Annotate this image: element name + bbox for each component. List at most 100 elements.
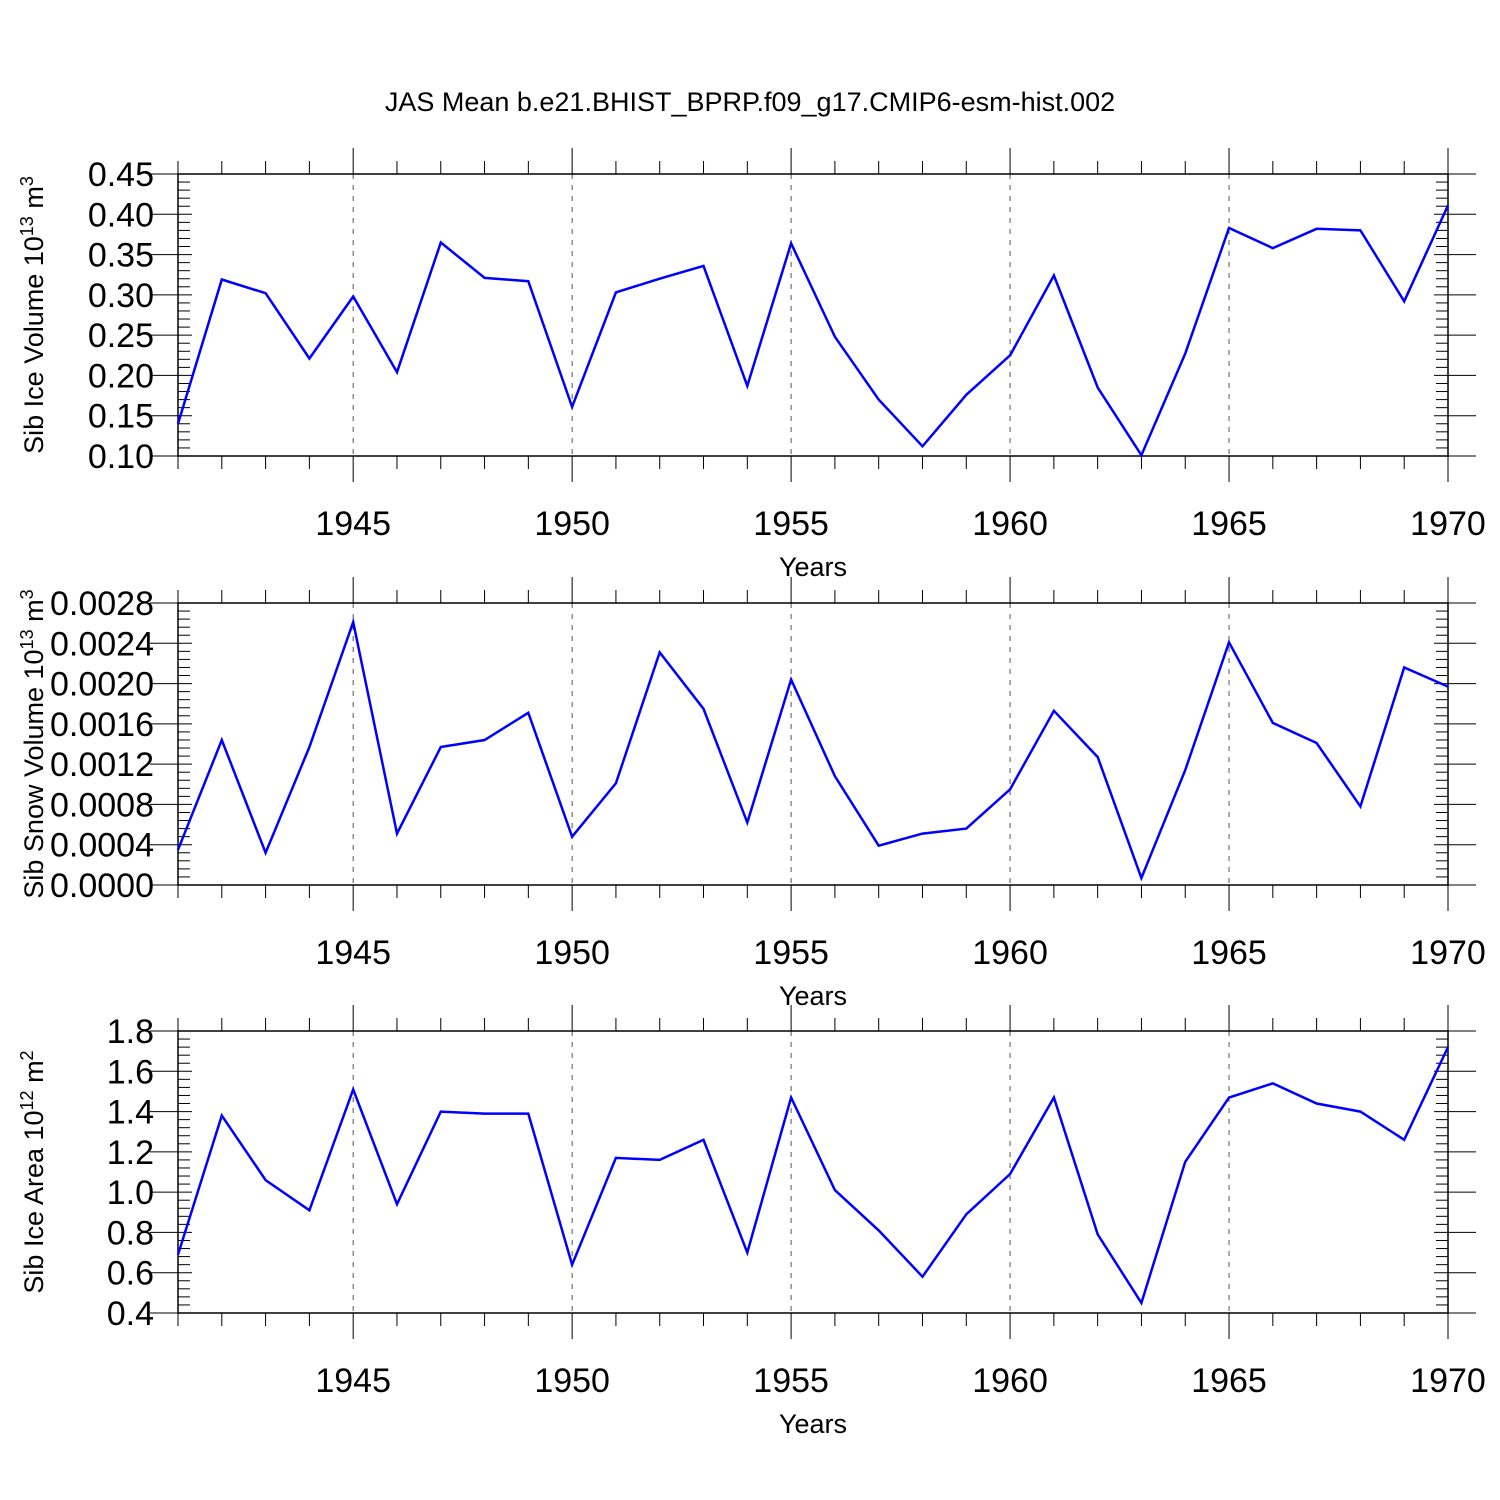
x-tick-label: 1955 xyxy=(753,1362,829,1400)
data-point xyxy=(176,422,180,426)
data-point xyxy=(658,1158,662,1162)
data-point xyxy=(439,745,443,749)
data-point xyxy=(1227,640,1231,644)
data-point xyxy=(877,1228,881,1232)
data-point xyxy=(526,711,530,715)
y-axis-title: Sib Ice Volume 1013 m3 xyxy=(17,176,49,454)
data-point xyxy=(614,781,618,785)
data-point xyxy=(439,1110,443,1114)
y-tick-label: 0.0016 xyxy=(50,706,154,744)
data-point xyxy=(176,1253,180,1257)
data-point xyxy=(220,1114,224,1118)
data-point xyxy=(1315,1102,1319,1106)
data-point xyxy=(1008,1172,1012,1176)
x-tick-label: 1950 xyxy=(534,505,610,543)
data-point xyxy=(307,357,311,361)
data-point xyxy=(745,384,749,388)
data-point xyxy=(920,832,924,836)
data-point xyxy=(614,1156,618,1160)
data-point xyxy=(1315,227,1319,231)
data-point xyxy=(1052,709,1056,713)
x-tick-label: 1945 xyxy=(315,1362,391,1400)
data-point xyxy=(1402,665,1406,669)
data-point xyxy=(964,1212,968,1216)
data-point xyxy=(1052,1095,1056,1099)
data-point xyxy=(920,1275,924,1279)
x-tick-label: 1970 xyxy=(1410,1362,1486,1400)
y-axis-title-part: Sib Ice Volume 10 xyxy=(19,236,49,454)
y-axis-title-part: m xyxy=(19,1060,49,1090)
data-point xyxy=(220,738,224,742)
data-point xyxy=(1271,246,1275,250)
data-series-line xyxy=(176,1046,1450,1306)
y-axis-title-part: Sib Ice Area 10 xyxy=(19,1110,49,1293)
data-point xyxy=(702,1138,706,1142)
y-tick-label: 0.10 xyxy=(88,438,154,476)
data-point xyxy=(1315,741,1319,745)
data-point xyxy=(264,1178,268,1182)
y-tick-label: 1.4 xyxy=(107,1094,154,1132)
data-point xyxy=(1052,274,1056,278)
y-axis-title: Sib Ice Area 1012 m2 xyxy=(17,1050,49,1293)
data-series-line xyxy=(176,617,1449,882)
y-tick-label: 0.15 xyxy=(88,398,154,436)
data-point xyxy=(658,650,662,654)
data-point xyxy=(264,851,268,855)
x-tick-label: 1960 xyxy=(972,934,1048,972)
data-point xyxy=(351,1087,355,1091)
x-axis-title: Years xyxy=(779,552,847,582)
data-point xyxy=(745,1251,749,1255)
data-point xyxy=(1183,1160,1187,1164)
y-tick-label: 0.6 xyxy=(107,1255,154,1293)
y-tick-label: 0.40 xyxy=(88,196,154,234)
data-point xyxy=(351,620,355,624)
y-axis-title-part: Sib Snow Volume 10 xyxy=(19,649,49,898)
y-axis-title-part: 12 xyxy=(17,1090,37,1110)
x-tick-label: 1965 xyxy=(1191,505,1267,543)
data-series-line xyxy=(176,204,1450,458)
y-tick-label: 0.0028 xyxy=(50,585,154,623)
data-point xyxy=(614,290,618,294)
data-point xyxy=(1446,685,1450,689)
x-tick-label: 1965 xyxy=(1191,1362,1267,1400)
data-point xyxy=(1096,755,1100,759)
data-point xyxy=(1183,352,1187,356)
data-point xyxy=(307,745,311,749)
data-point xyxy=(1096,1232,1100,1236)
data-point xyxy=(570,835,574,839)
data-point xyxy=(1358,228,1362,232)
x-tick-label: 1950 xyxy=(534,934,610,972)
data-point xyxy=(833,774,837,778)
data-point xyxy=(702,707,706,711)
data-point xyxy=(1008,787,1012,791)
data-point xyxy=(964,827,968,831)
panels: 0.100.150.200.250.300.350.400.45 1945 1950… xyxy=(17,148,1486,1439)
data-point xyxy=(1139,453,1143,457)
data-point xyxy=(483,1112,487,1116)
data-point xyxy=(395,370,399,374)
x-tick-label: 1950 xyxy=(534,1362,610,1400)
y-tick-label: 0.45 xyxy=(88,156,154,194)
plot-frame xyxy=(177,602,1449,886)
data-point xyxy=(220,278,224,282)
x-tick-label: 1970 xyxy=(1410,934,1486,972)
x-tick-label: 1965 xyxy=(1191,934,1267,972)
y-tick-label: 0.0020 xyxy=(50,666,154,704)
data-point xyxy=(1227,1095,1231,1099)
data-point xyxy=(920,444,924,448)
data-point xyxy=(1008,353,1012,357)
data-point xyxy=(395,1202,399,1206)
y-tick-label: 1.2 xyxy=(107,1134,154,1172)
data-point xyxy=(833,335,837,339)
data-point xyxy=(307,1208,311,1212)
y-tick-label: 0.0024 xyxy=(50,625,154,663)
data-point xyxy=(877,398,881,402)
data-point xyxy=(351,294,355,298)
panel-1: 0.100.150.200.250.300.350.400.45 1945 1950… xyxy=(17,148,1486,582)
panel-2: 0.00000.00040.00080.00120.00160.00200.00… xyxy=(17,577,1486,1011)
y-tick-label: 1.8 xyxy=(107,1013,154,1051)
x-tick-label: 1945 xyxy=(315,934,391,972)
data-point xyxy=(1446,203,1450,207)
panel-3: 0.40.60.81.01.21.41.61.8 1945 1950 1955 1960… xyxy=(17,1005,1486,1439)
y-tick-label: 0.4 xyxy=(107,1295,154,1333)
